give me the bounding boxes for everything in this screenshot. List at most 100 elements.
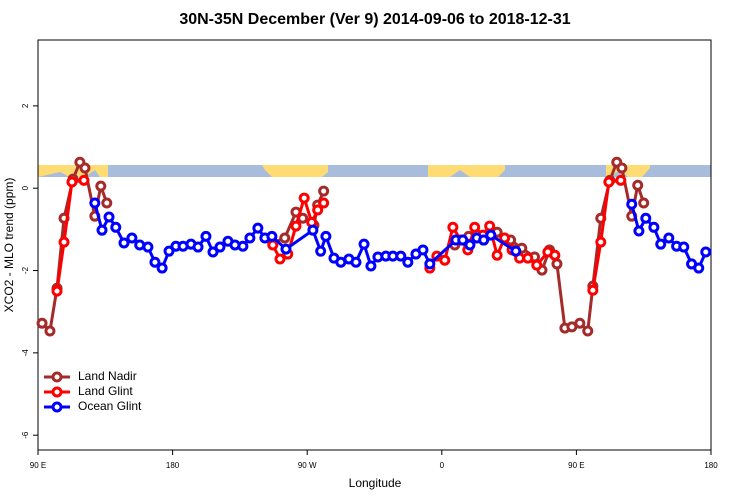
data-point — [484, 220, 496, 232]
series — [89, 197, 712, 274]
data-point — [603, 176, 615, 188]
data-point — [587, 284, 599, 296]
data-point — [491, 249, 503, 261]
data-point — [574, 317, 586, 329]
data-point — [244, 232, 256, 244]
data-point — [51, 285, 63, 297]
data-point — [700, 246, 712, 258]
data-point — [89, 197, 101, 209]
data-point — [192, 241, 204, 253]
data-point — [485, 229, 497, 241]
y-tick-label: -4 — [21, 349, 30, 357]
data-point — [66, 176, 78, 188]
data-point — [365, 260, 377, 272]
x-tick-label: 90 E — [568, 461, 584, 470]
data-point — [469, 221, 481, 233]
legend-marker — [51, 401, 63, 413]
data-point — [663, 232, 675, 244]
data-point — [640, 212, 652, 224]
data-point — [290, 220, 302, 232]
data-point — [126, 232, 138, 244]
data-point — [156, 262, 168, 274]
data-point — [595, 236, 607, 248]
data-point — [350, 256, 362, 268]
land-ocean-band — [38, 165, 711, 177]
data-point — [44, 325, 56, 337]
data-point — [79, 162, 91, 174]
data-point — [207, 246, 219, 258]
series — [51, 174, 627, 297]
data-point — [626, 198, 638, 210]
x-tick-label: 90 E — [30, 461, 46, 470]
data-point — [616, 162, 628, 174]
land-band — [428, 165, 505, 177]
data-point — [118, 237, 130, 249]
x-tick-label: 180 — [166, 461, 180, 470]
chart-title: 30N-35N December (Ver 9) 2014-09-06 to 2… — [179, 11, 570, 28]
data-point — [315, 245, 327, 257]
data-point — [320, 230, 332, 242]
data-point — [110, 221, 122, 233]
legend-label: Land Glint — [78, 384, 133, 398]
data-point — [648, 221, 660, 233]
data-point — [96, 224, 108, 236]
x-tick-label: 90 W — [298, 461, 317, 470]
data-point — [214, 241, 226, 253]
y-axis-label: XCO2 - MLO trend (ppm) — [2, 178, 16, 313]
data-point — [267, 239, 279, 251]
data-point — [101, 197, 113, 209]
land-band — [262, 165, 328, 177]
legend-label: Ocean Glint — [78, 399, 142, 413]
legend-marker — [51, 371, 63, 383]
data-point — [149, 256, 161, 268]
land-band — [38, 165, 108, 177]
ocean-band — [38, 165, 711, 177]
data-point — [499, 232, 511, 244]
plot-frame — [37, 39, 712, 451]
data-point — [632, 179, 644, 191]
data-point — [549, 249, 561, 261]
series-line — [591, 178, 622, 291]
data-point — [280, 243, 292, 255]
data-point — [312, 204, 324, 216]
data-point — [615, 174, 627, 186]
y-tick-label: -2 — [21, 266, 30, 274]
data-point — [424, 258, 436, 270]
x-axis-label: Longitude — [349, 476, 402, 490]
data-point — [402, 256, 414, 268]
legend-label: Land Nadir — [78, 369, 137, 383]
y-tick-label: 0 — [21, 185, 30, 190]
data-point — [142, 241, 154, 253]
legend-marker — [51, 386, 63, 398]
data-point — [510, 245, 522, 257]
data-point — [395, 250, 407, 262]
x-tick-label: 0 — [440, 461, 445, 470]
data-point — [358, 238, 370, 250]
data-point — [200, 230, 212, 242]
data-point — [36, 317, 48, 329]
data-point — [531, 259, 543, 271]
data-point — [252, 222, 264, 234]
data-point — [457, 234, 469, 246]
data-point — [95, 180, 107, 192]
data-point — [439, 254, 451, 266]
data-point — [522, 252, 534, 264]
data-point — [307, 224, 319, 236]
data-point — [655, 238, 667, 250]
data-point — [318, 185, 330, 197]
data-point — [633, 225, 645, 237]
x-tick-label: 180 — [704, 461, 718, 470]
data-point — [318, 197, 330, 209]
data-point — [464, 239, 476, 251]
data-point — [417, 244, 429, 256]
data-point — [266, 230, 278, 242]
data-point — [279, 232, 291, 244]
data-point — [678, 241, 690, 253]
data-point — [298, 192, 310, 204]
data-point — [551, 258, 563, 270]
data-point — [638, 197, 650, 209]
data-point — [478, 234, 490, 246]
data-point — [58, 236, 70, 248]
